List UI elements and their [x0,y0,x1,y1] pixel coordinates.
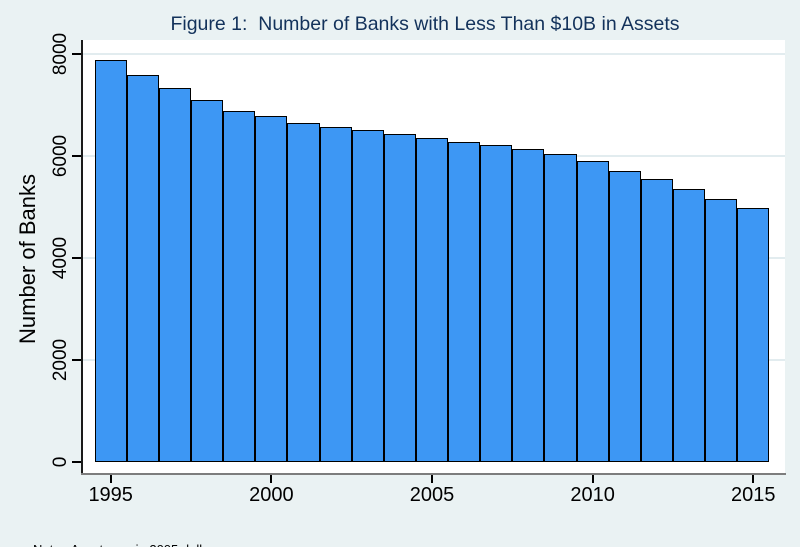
x-tick-label-2005: 2005 [409,484,455,506]
y-tick-label-6000: 6000 [50,134,71,177]
y-tick-8000 [72,52,81,55]
bar-2006 [448,141,481,462]
bar-2007 [480,144,513,462]
bar-2002 [319,127,352,462]
chart-notes: Note: Assets are in 2005 dollars. Source… [33,514,464,547]
x-tick-2010 [591,475,594,483]
bar-2004 [383,134,416,462]
x-tick-1995 [109,475,112,483]
y-tick-2000 [72,358,81,361]
x-tick-2000 [270,475,273,483]
y-tick-6000 [72,154,81,157]
x-tick-label-2015: 2015 [731,484,776,506]
x-tick-label-2010: 2010 [570,484,615,506]
x-tick-2015 [752,475,755,483]
bar-2009 [544,153,577,462]
bar-1998 [191,100,224,462]
bar-2005 [415,138,449,462]
bar-2000 [255,115,288,462]
y-tick-label-0: 0 [50,456,71,468]
chart-title: Figure 1: Number of Banks with Less Than… [170,13,680,35]
note-line: Note: Assets are in 2005 dollars. [33,542,464,547]
bar-2011 [608,171,641,462]
y-tick-label-4000: 4000 [50,236,71,279]
y-tick-0 [72,461,81,463]
bar-2014 [705,198,738,462]
bar-2015 [737,208,770,462]
bar-1997 [158,87,192,462]
y-axis-line [80,40,83,475]
bar-1995 [94,60,127,462]
bar-2003 [351,129,384,462]
bar-2013 [672,189,706,462]
y-tick-4000 [72,256,81,259]
bar-2008 [512,149,545,462]
bar-2001 [287,122,320,462]
gridline-8000 [82,52,785,55]
x-axis-line [80,473,786,475]
x-tick-label-2000: 2000 [249,484,294,506]
y-tick-label-8000: 8000 [50,32,71,75]
y-tick-label-2000: 2000 [50,338,71,382]
y-axis-title: Number of Banks [15,174,40,344]
x-tick-2005 [431,475,433,483]
bar-1996 [126,75,159,462]
x-tick-label-1995: 1995 [88,484,133,506]
bar-1999 [223,111,256,462]
plot-area [82,40,785,473]
bar-2012 [640,178,673,462]
bar-2010 [576,160,609,462]
